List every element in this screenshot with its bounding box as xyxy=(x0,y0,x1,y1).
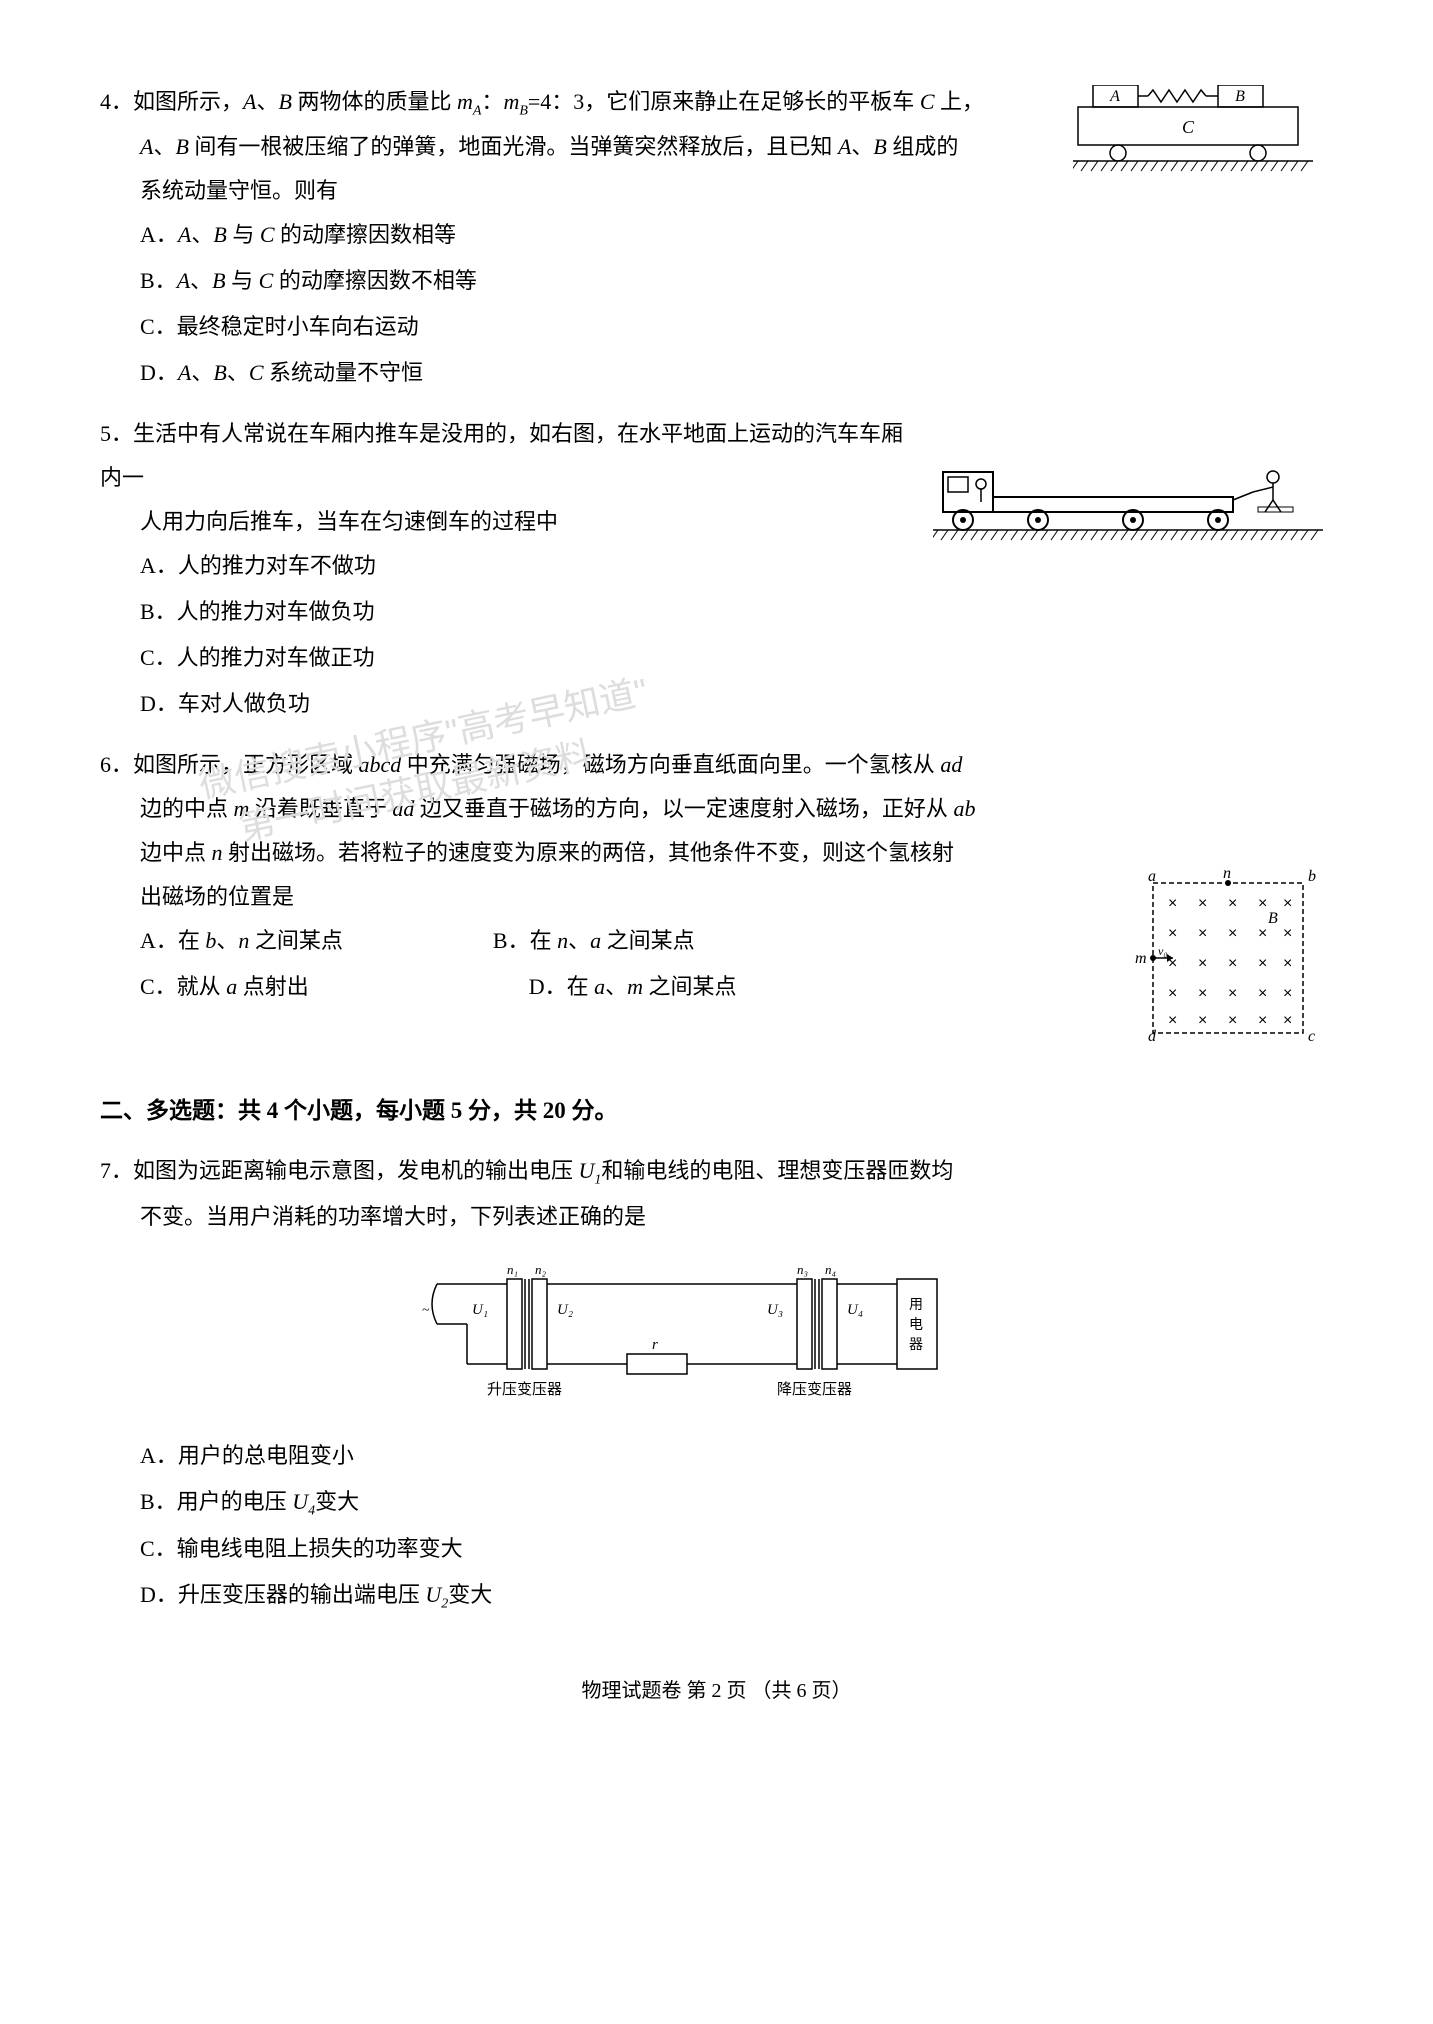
svg-text:×: × xyxy=(1283,955,1292,972)
q6-option-a: A．在 b、n 之间某点 xyxy=(140,919,343,963)
q5-option-b: B．人的推力对车做负功 xyxy=(140,590,1333,634)
svg-text:n₁: n₁ xyxy=(507,1262,518,1277)
svg-text:b: b xyxy=(1308,868,1316,885)
q6-cont1: 边的中点 m 沿着既垂直于 ad 边又垂直于磁场的方向，以一定速度射入磁场，正好… xyxy=(140,787,1333,831)
svg-text:×: × xyxy=(1198,895,1207,912)
svg-text:×: × xyxy=(1168,895,1177,912)
svg-text:n₂: n₂ xyxy=(535,1262,547,1277)
svg-text:U₁: U₁ xyxy=(472,1302,488,1318)
svg-text:U₄: U₄ xyxy=(847,1302,863,1318)
q7-figure: ~ U₁ n₁ n₂ U₂ 升压变压器 r n₃ xyxy=(100,1254,1333,1419)
svg-text:×: × xyxy=(1283,1012,1292,1029)
svg-text:B: B xyxy=(1235,88,1245,105)
svg-text:升压变压器: 升压变压器 xyxy=(487,1381,562,1398)
svg-text:×: × xyxy=(1198,955,1207,972)
question-5: 5．生活中有人常说在车厢内推车是没用的，如右图，在水平地面上运动的汽车车厢内一 … xyxy=(100,412,1333,728)
svg-text:器: 器 xyxy=(909,1338,923,1353)
svg-text:电: 电 xyxy=(909,1317,923,1333)
svg-text:×: × xyxy=(1168,1012,1177,1029)
svg-text:A: A xyxy=(1109,88,1120,105)
q5-number: 5． xyxy=(100,421,133,446)
svg-text:r: r xyxy=(652,1337,658,1353)
svg-text:×: × xyxy=(1198,985,1207,1002)
svg-text:×: × xyxy=(1228,1012,1237,1029)
q5-option-c: C．人的推力对车做正功 xyxy=(140,636,1333,680)
svg-text:v₀: v₀ xyxy=(1158,944,1168,958)
svg-text:降压变压器: 降压变压器 xyxy=(777,1381,852,1398)
svg-text:×: × xyxy=(1283,985,1292,1002)
svg-text:×: × xyxy=(1228,925,1237,942)
question-7: 7．如图为远距离输电示意图，发电机的输出电压 U1和输电线的电阻、理想变压器匝数… xyxy=(100,1149,1333,1620)
q7-number: 7． xyxy=(100,1158,133,1183)
svg-text:C: C xyxy=(1182,117,1195,137)
svg-text:~: ~ xyxy=(422,1303,430,1318)
q4-option-c: C．最终稳定时小车向右运动 xyxy=(140,305,1333,349)
svg-text:×: × xyxy=(1228,895,1237,912)
svg-text:d: d xyxy=(1148,1028,1157,1043)
svg-text:×: × xyxy=(1228,985,1237,1002)
svg-text:n₃: n₃ xyxy=(797,1262,808,1277)
q4-number: 4． xyxy=(100,89,133,114)
svg-text:×: × xyxy=(1198,1012,1207,1029)
svg-text:n₄: n₄ xyxy=(825,1262,837,1277)
svg-text:B: B xyxy=(1268,910,1278,927)
q6-option-b: B．在 n、a 之间某点 xyxy=(493,919,695,963)
svg-text:a: a xyxy=(1148,868,1156,885)
q6-option-c: C．就从 a 点射出 xyxy=(140,965,309,1009)
q4-option-a: A．A、B 与 C 的动摩擦因数相等 xyxy=(140,213,1333,257)
svg-text:×: × xyxy=(1168,985,1177,1002)
q4-option-d: D．A、B、C 系统动量不守恒 xyxy=(140,351,1333,395)
q6-number: 6． xyxy=(100,752,133,777)
svg-text:×: × xyxy=(1258,895,1267,912)
q5-figure xyxy=(933,452,1333,567)
q4-option-b: B．A、B 与 C 的动摩擦因数不相等 xyxy=(140,259,1333,303)
svg-text:×: × xyxy=(1258,985,1267,1002)
q5-option-d: D．车对人做负功 xyxy=(140,682,1333,726)
q7-option-a: A．用户的总电阻变小 xyxy=(140,1434,1333,1478)
svg-text:×: × xyxy=(1258,1012,1267,1029)
q7-option-b: B．用户的电压 U4变大 xyxy=(140,1480,1333,1525)
svg-text:U₃: U₃ xyxy=(767,1302,783,1318)
q4-options: A．A、B 与 C 的动摩擦因数相等 B．A、B 与 C 的动摩擦因数不相等 C… xyxy=(140,213,1333,395)
svg-text:用: 用 xyxy=(909,1298,923,1313)
svg-text:×: × xyxy=(1283,925,1292,942)
q7-options: A．用户的总电阻变小 B．用户的电压 U4变大 C．输电线电阻上损失的功率变大 … xyxy=(140,1434,1333,1619)
svg-text:×: × xyxy=(1228,955,1237,972)
q7-cont: 不变。当用户消耗的功率增大时，下列表述正确的是 xyxy=(140,1195,1333,1239)
svg-text:×: × xyxy=(1168,925,1177,942)
q7-option-d: D．升压变压器的输出端电压 U2变大 xyxy=(140,1573,1333,1618)
svg-text:×: × xyxy=(1198,925,1207,942)
q7-stem: 7．如图为远距离输电示意图，发电机的输出电压 U1和输电线的电阻、理想变压器匝数… xyxy=(100,1149,1333,1194)
page-footer: 物理试题卷 第 2 页 （共 6 页） xyxy=(100,1671,1333,1711)
q4-figure: A B C xyxy=(1073,85,1333,200)
q6-stem: 6．如图所示，正方形区域 abcd 中充满匀强磁场，磁场方向垂直纸面向里。一个氢… xyxy=(100,743,1333,787)
svg-text:c: c xyxy=(1308,1028,1315,1043)
question-4: A B C xyxy=(100,80,1333,397)
q5-options: A．人的推力对车不做功 B．人的推力对车做负功 C．人的推力对车做正功 D．车对… xyxy=(140,544,1333,726)
q6-figure: a n b c d m B × × × × × × × × × × × × × × × × × × × × × ×… xyxy=(1123,863,1333,1058)
svg-text:m: m xyxy=(1135,950,1147,967)
svg-text:U₂: U₂ xyxy=(557,1302,573,1318)
q7-option-c: C．输电线电阻上损失的功率变大 xyxy=(140,1527,1333,1571)
svg-text:×: × xyxy=(1258,955,1267,972)
question-6: 微信搜索小程序"高考早知道" 第一时间获取最新资料 a n b c d m B … xyxy=(100,743,1333,1058)
svg-text:×: × xyxy=(1258,925,1267,942)
svg-text:n: n xyxy=(1223,865,1231,882)
q6-option-d: D．在 a、m 之间某点 xyxy=(529,965,737,1009)
svg-text:×: × xyxy=(1283,895,1292,912)
section-2-header: 二、多选题：共 4 个小题，每小题 5 分，共 20 分。 xyxy=(100,1088,1333,1134)
